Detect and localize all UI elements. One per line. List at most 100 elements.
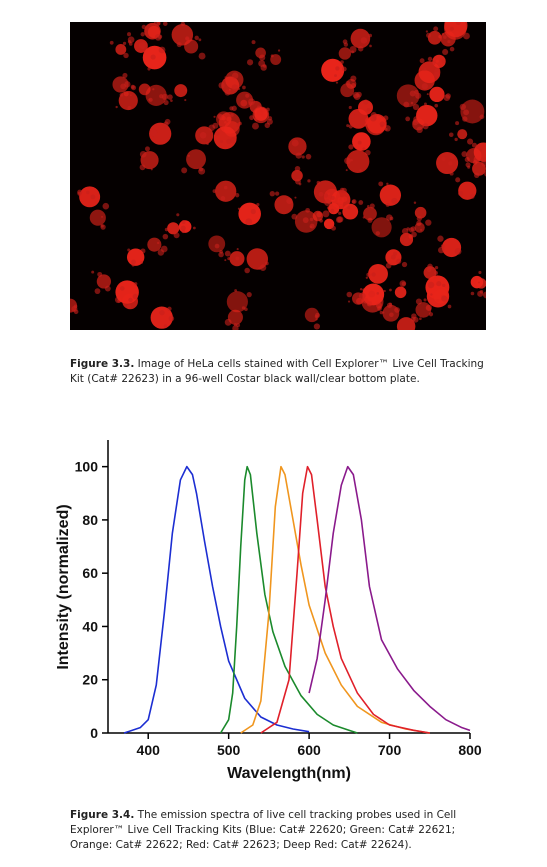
cell-speck [365, 276, 369, 279]
cell-speck [410, 101, 414, 105]
cell-speck [449, 171, 454, 176]
cell-speck [315, 318, 318, 321]
cell-speck [399, 280, 407, 287]
cell-speck [448, 161, 453, 166]
cell [252, 106, 270, 124]
cell-speck [245, 218, 253, 226]
cell-speck [410, 226, 417, 232]
cell-speck [131, 263, 135, 267]
cell-speck [86, 190, 90, 195]
cell-speck [418, 317, 422, 321]
cell-speck [180, 22, 186, 27]
cell-speck [224, 259, 227, 262]
cell-speck [416, 215, 422, 222]
cell-speck [386, 214, 393, 221]
cell-speck [139, 150, 147, 158]
cell-speck [385, 262, 392, 269]
cell [436, 151, 459, 175]
cell [227, 309, 243, 325]
cell-speck [383, 289, 386, 293]
y-tick-label: 100 [75, 459, 99, 475]
cell-speck [463, 109, 470, 116]
cell-speck [77, 191, 82, 196]
cell-speck [94, 288, 101, 295]
cell-speck [366, 272, 371, 277]
cell-speck [168, 315, 175, 322]
cell-speck [234, 289, 238, 292]
cell-speck [227, 257, 231, 261]
cell-speck [252, 122, 259, 130]
cell-speck [413, 201, 417, 204]
cell [396, 317, 416, 330]
cell-speck [455, 22, 461, 25]
cell-speck [386, 182, 389, 186]
cell-speck [176, 213, 180, 217]
cell-speck [224, 250, 231, 257]
cell [415, 302, 432, 318]
cell [184, 39, 199, 54]
cell-speck [128, 297, 133, 303]
cells [61, 14, 486, 330]
cell-speck [345, 80, 351, 86]
cell-speck [482, 291, 486, 299]
cell-speck [233, 323, 237, 327]
cell-speck [104, 285, 111, 292]
cell-speck [122, 72, 128, 78]
cell [414, 70, 435, 91]
cell-speck [231, 105, 237, 111]
cell-speck [452, 14, 456, 18]
cell-speck [412, 119, 419, 126]
x-tick-label: 700 [378, 742, 402, 758]
cell [321, 58, 345, 82]
cell-speck [246, 292, 252, 298]
cell-speck [411, 231, 417, 238]
cell-speck [217, 113, 223, 119]
cell-speck [100, 224, 104, 228]
cell-speck [184, 36, 190, 41]
cell-speck [471, 142, 477, 148]
x-tick-label: 600 [297, 742, 321, 758]
cell-speck [140, 32, 145, 37]
cell-speck [469, 193, 475, 199]
cell-speck [359, 169, 362, 172]
cell-speck [124, 81, 131, 88]
cell-speck [275, 191, 280, 196]
x-tick-label: 400 [137, 742, 161, 758]
cell-speck [235, 256, 240, 261]
cell-speck [389, 312, 394, 318]
cell-speck [405, 116, 411, 122]
cell-speck [244, 267, 250, 274]
cell-speck [440, 244, 445, 249]
cell [167, 222, 180, 235]
cell [466, 147, 482, 164]
cell-speck [163, 99, 169, 106]
cell [246, 248, 269, 270]
cell [368, 263, 388, 284]
cell-speck [226, 138, 232, 144]
cell [432, 54, 446, 69]
cell-speck [428, 312, 434, 317]
cell [238, 202, 261, 226]
cell-speck [270, 54, 274, 58]
cell-speck [218, 82, 225, 89]
cell-speck [425, 30, 429, 33]
cell-speck [403, 237, 410, 244]
cell-speck [431, 61, 436, 66]
cell-speck [396, 258, 402, 264]
cell-speck [235, 122, 241, 128]
cell-speck [341, 66, 347, 72]
cell-speck [294, 165, 301, 172]
cell-speck [256, 202, 260, 207]
cell-speck [246, 59, 254, 66]
cell-speck [152, 88, 155, 91]
cell-speck [156, 241, 160, 245]
cell-speck [127, 32, 132, 37]
cell-speck [434, 266, 439, 270]
cell [323, 218, 335, 230]
cell [427, 30, 442, 45]
cell-speck [61, 300, 67, 306]
cell-speck [305, 153, 312, 160]
cell-speck [236, 248, 239, 251]
cell [414, 222, 425, 233]
cell-speck [71, 305, 78, 312]
